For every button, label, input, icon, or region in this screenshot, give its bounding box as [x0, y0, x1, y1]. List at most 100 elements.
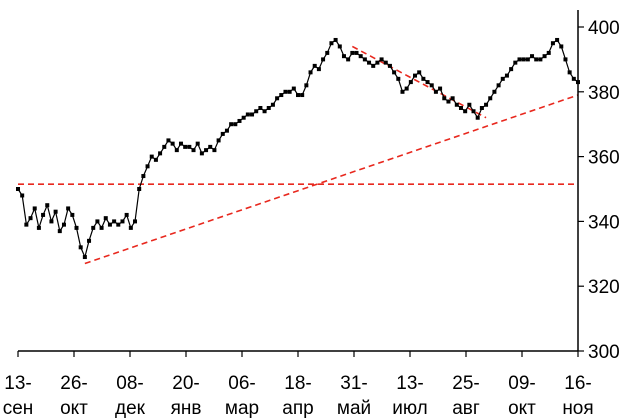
price-point — [571, 76, 576, 81]
price-point — [166, 138, 171, 143]
price-point — [74, 225, 79, 230]
price-point — [16, 187, 20, 191]
price-point — [454, 102, 459, 107]
x-tick-label-day: 31- — [340, 373, 367, 394]
price-point — [421, 76, 426, 81]
x-tick-label-day: 09- — [508, 373, 535, 394]
price-point — [308, 70, 313, 75]
price-point — [170, 141, 175, 146]
price-point — [158, 151, 163, 156]
price-point — [408, 80, 413, 85]
y-tick-label: 360 — [588, 148, 620, 169]
price-point — [296, 93, 300, 98]
price-point — [53, 209, 58, 214]
price-point — [141, 174, 146, 179]
price-point — [78, 245, 83, 250]
price-point — [475, 115, 480, 120]
price-point — [375, 60, 380, 65]
price-point — [321, 57, 326, 62]
price-point — [325, 50, 330, 55]
price-point — [178, 141, 183, 146]
x-tick-label-day: 26- — [60, 373, 87, 394]
price-point — [492, 89, 497, 94]
price-point — [479, 106, 484, 110]
price-point — [149, 154, 154, 159]
price-point — [542, 54, 547, 59]
price-point — [521, 57, 526, 62]
price-point — [341, 54, 346, 59]
price-point — [20, 193, 25, 198]
price-point — [463, 109, 468, 114]
price-point — [496, 83, 501, 88]
price-point — [438, 86, 443, 91]
price-point — [204, 148, 209, 153]
price-point — [392, 70, 397, 75]
price-point — [99, 225, 104, 230]
price-point — [70, 212, 75, 217]
price-point — [128, 225, 133, 230]
price-point — [450, 96, 455, 101]
price-point — [279, 93, 284, 98]
price-point — [262, 109, 267, 114]
price-point — [354, 50, 359, 55]
x-tick-label-month: сен — [3, 398, 34, 419]
price-point — [229, 122, 234, 127]
price-point — [329, 41, 334, 46]
price-point — [57, 229, 62, 234]
price-point — [517, 57, 522, 62]
price-series — [16, 37, 580, 260]
price-point — [300, 93, 305, 98]
price-point — [266, 106, 271, 110]
price-point — [383, 60, 388, 65]
x-tick-label-month: мар — [225, 398, 259, 419]
price-point — [504, 73, 509, 78]
price-point — [509, 67, 514, 72]
price-point — [350, 50, 355, 55]
price-point — [49, 219, 54, 224]
price-point — [224, 128, 229, 133]
price-point — [458, 106, 463, 110]
price-point — [287, 89, 292, 94]
price-point — [563, 57, 568, 62]
price-point — [530, 54, 535, 59]
price-point — [45, 203, 50, 208]
price-point — [304, 83, 309, 88]
price-point — [133, 219, 138, 224]
price-point — [195, 141, 200, 146]
x-tick-label-month: май — [337, 398, 371, 419]
price-point — [555, 37, 560, 42]
x-tick-label-month: апр — [282, 398, 313, 419]
y-axis-ticks: 300 320 340 360 380 400 — [578, 18, 620, 363]
price-point — [220, 131, 225, 136]
price-line — [17, 39, 579, 259]
x-tick-label-month: авг — [452, 398, 480, 419]
price-point — [270, 102, 275, 107]
trendline — [351, 45, 487, 119]
price-point — [400, 89, 405, 94]
price-point — [254, 109, 259, 114]
price-point — [95, 219, 100, 224]
y-tick-label: 340 — [588, 212, 620, 233]
price-point — [471, 109, 476, 114]
price-point — [417, 70, 422, 75]
price-point — [183, 144, 188, 149]
price-point — [258, 106, 263, 110]
price-point — [467, 102, 472, 107]
price-point — [24, 222, 29, 227]
price-point — [36, 225, 41, 230]
price-point — [559, 44, 564, 49]
price-point — [145, 164, 150, 169]
price-point — [367, 60, 372, 65]
price-point — [61, 222, 66, 227]
price-point — [124, 212, 129, 217]
price-point — [513, 60, 518, 65]
x-tick-label-month: дек — [115, 398, 146, 419]
price-point — [153, 157, 158, 162]
y-tick-label: 380 — [588, 83, 620, 104]
trendline — [84, 94, 579, 265]
y-tick-label: 320 — [588, 277, 620, 298]
price-point — [550, 41, 555, 46]
price-point — [174, 148, 179, 153]
price-point — [442, 96, 447, 101]
price-point — [488, 96, 493, 101]
